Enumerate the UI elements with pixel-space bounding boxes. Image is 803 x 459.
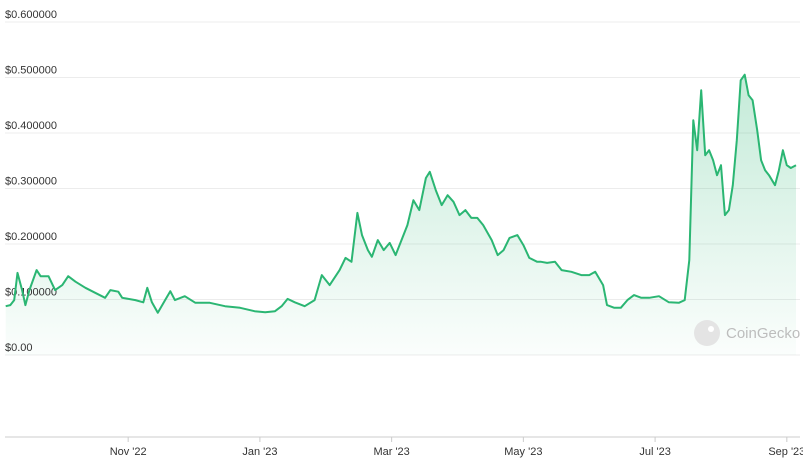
x-tick-label: Nov '22 — [110, 446, 147, 458]
watermark: CoinGecko — [694, 320, 800, 346]
price-line — [5, 73, 797, 314]
x-tick-label: May '23 — [504, 446, 542, 458]
watermark-text: CoinGecko — [726, 325, 800, 342]
x-tick-label: Mar '23 — [373, 446, 409, 458]
x-tick-label: Jul '23 — [639, 446, 670, 458]
y-tick-label: $0.200000 — [5, 231, 57, 243]
area-fill — [5, 74, 796, 355]
x-tick-label: Jan '23 — [242, 446, 277, 458]
y-tick-label: $0.600000 — [5, 9, 57, 21]
y-tick-label: $0.500000 — [5, 65, 57, 77]
y-tick-label: $0.400000 — [5, 120, 57, 132]
y-tick-label: $0.100000 — [5, 287, 57, 299]
y-tick-label: $0.300000 — [5, 176, 57, 188]
x-tick-label: Sep '23 — [768, 446, 803, 458]
y-tick-label: $0.00 — [5, 342, 33, 354]
